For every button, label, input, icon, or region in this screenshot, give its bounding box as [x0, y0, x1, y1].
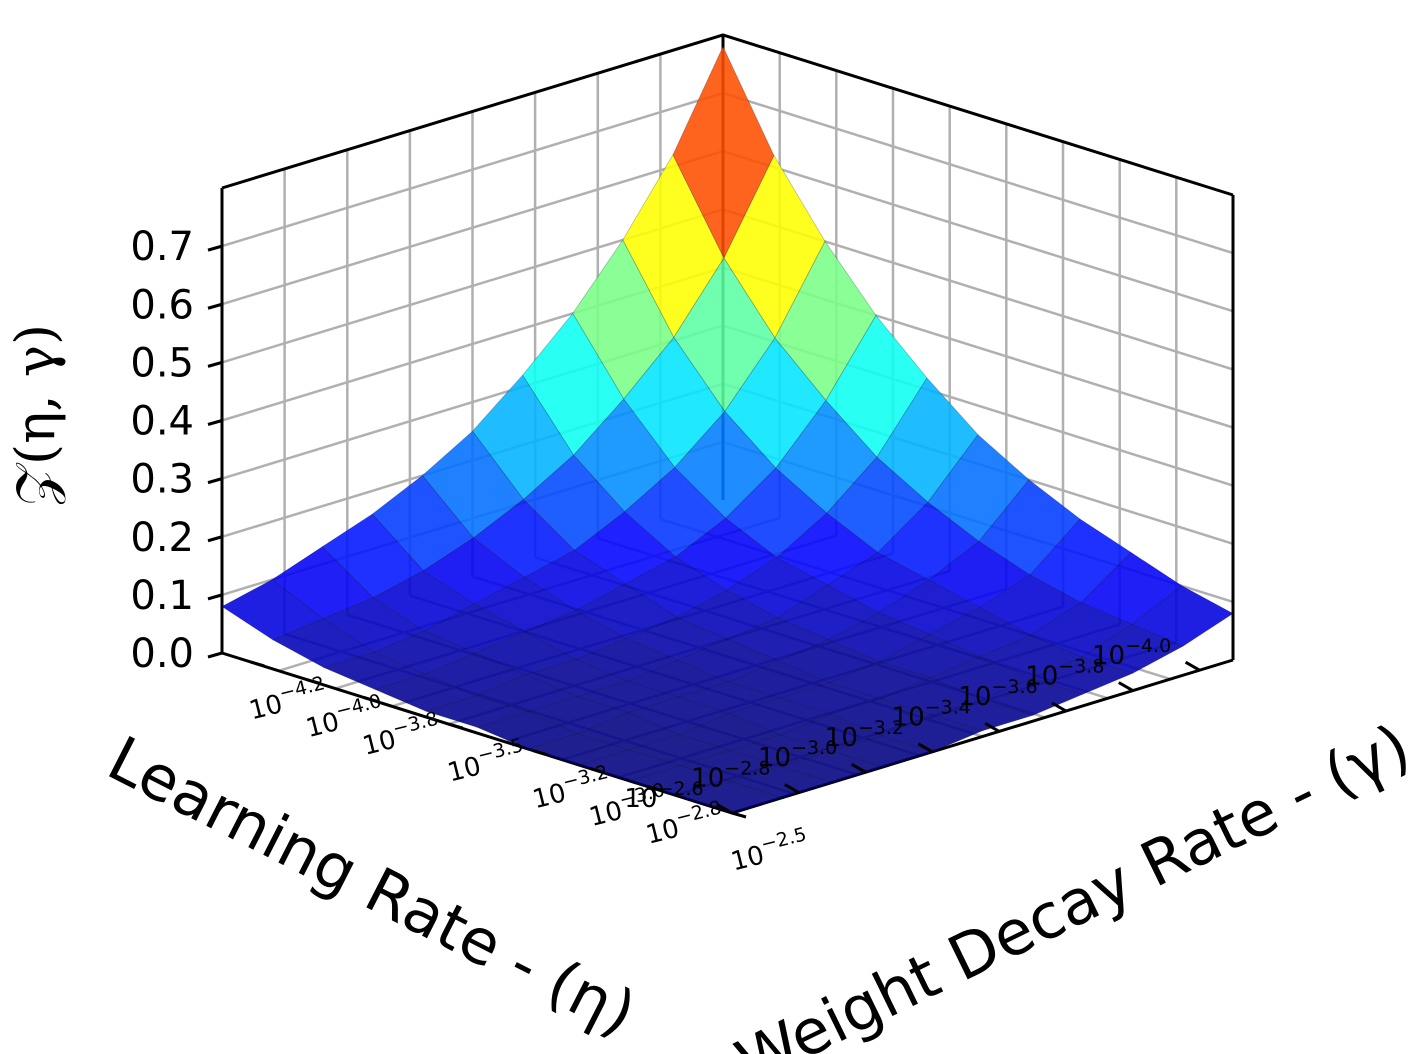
y-tick-mark — [731, 811, 747, 819]
x-tick-mark — [1051, 701, 1067, 713]
x-tick-mark — [850, 762, 867, 774]
z-tick-label: 0.0 — [130, 631, 194, 677]
y-tick-mark — [589, 767, 605, 774]
z-tick-label: 0.3 — [130, 457, 194, 503]
z-tick-mark — [207, 477, 223, 485]
x-tick-mark — [784, 783, 800, 794]
x-tick-label: 10−3.2 — [825, 717, 904, 753]
z-tick-mark — [207, 360, 223, 368]
y-tick-label: 10−3.0 — [585, 779, 671, 833]
z-tick-mark — [207, 593, 223, 601]
z-tick-label: 0.1 — [130, 573, 194, 619]
x-tick-mark — [1118, 681, 1134, 692]
y-tick-label: 10−3.5 — [443, 734, 529, 788]
y-tick-mark — [363, 696, 379, 703]
z-tick-mark — [207, 302, 223, 310]
x-tick-label: 10−3.8 — [1025, 656, 1104, 692]
surface-mesh — [221, 45, 1234, 814]
x-tick-mark — [984, 722, 1000, 733]
x-tick-label: 10−4.0 — [1092, 635, 1171, 671]
z-tick-label: 0.4 — [130, 399, 194, 445]
y-tick-mark — [306, 678, 322, 686]
x-tick-label: 10−3.4 — [892, 696, 971, 732]
z-tick-mark — [207, 244, 223, 252]
x-tick-label: 10−2.8 — [691, 758, 770, 794]
y-tick-mark — [249, 660, 265, 668]
y-tick-mark — [646, 784, 662, 792]
y-tick-label: 10−2.5 — [727, 823, 813, 877]
y-tick-mark — [448, 722, 464, 730]
z-tick-mark — [207, 651, 223, 659]
z-axis-label: 𝒵(η, γ) — [4, 324, 67, 506]
z-tick-label: 0.5 — [130, 340, 194, 386]
x-tick-mark — [917, 742, 934, 754]
y-tick-label: 10−3.8 — [358, 708, 444, 762]
x-tick-mark — [1184, 660, 1201, 672]
z-tick-label: 0.2 — [130, 515, 194, 561]
x-tick-label: 10−3.0 — [758, 737, 837, 773]
z-tick-label: 0.7 — [130, 224, 194, 270]
x-tick-mark — [717, 803, 733, 815]
z-tick-label: 0.6 — [130, 282, 194, 328]
x-tick-label: 10−3.6 — [958, 676, 1037, 712]
y-tick-mark — [533, 749, 549, 757]
z-tick-mark — [207, 535, 223, 543]
z-tick-mark — [207, 419, 223, 426]
